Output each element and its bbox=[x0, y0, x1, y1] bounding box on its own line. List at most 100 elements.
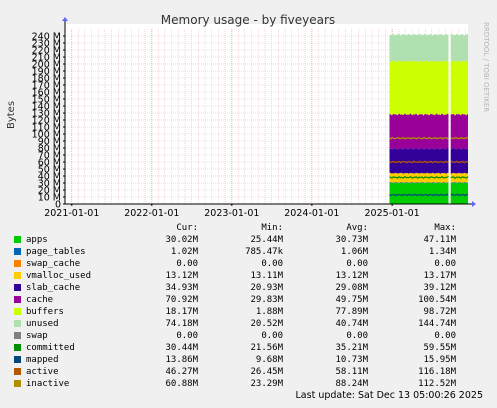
legend-name: active bbox=[26, 367, 59, 377]
legend-name: committed bbox=[26, 343, 75, 353]
line-inactive bbox=[389, 136, 449, 140]
legend-avg: 1.06M bbox=[340, 247, 368, 257]
legend-name: buffers bbox=[26, 307, 64, 317]
legend-avg: 58.11M bbox=[335, 367, 368, 377]
legend-swatch bbox=[14, 368, 21, 375]
legend-avg: 77.89M bbox=[335, 307, 368, 317]
line-active bbox=[389, 160, 449, 164]
col-cur-header: Cur: bbox=[176, 223, 198, 233]
y-tick-label: 0 bbox=[55, 200, 61, 211]
x-tick-label: 2023-01-01 bbox=[204, 208, 259, 219]
legend-name: mapped bbox=[26, 355, 59, 365]
legend-name: swap bbox=[26, 331, 48, 341]
legend-avg: 35.21M bbox=[335, 343, 368, 353]
legend-cur: 0.00 bbox=[176, 331, 198, 341]
legend-cur: 70.92M bbox=[165, 295, 198, 305]
legend-avg: 49.75M bbox=[335, 295, 368, 305]
legend-avg: 13.12M bbox=[335, 271, 368, 281]
y-tick-label: 210 M bbox=[32, 53, 61, 64]
legend-swatch bbox=[14, 260, 21, 267]
legend-row-swap: swap 0.00 0.00 0.00 0.00 bbox=[0, 330, 497, 342]
legend-min: 20.52M bbox=[250, 319, 283, 329]
legend-row-swap_cache: swap_cache 0.00 0.00 0.00 0.00 bbox=[0, 258, 497, 270]
legend-row-apps: apps 30.02M 25.44M 30.73M 47.11M bbox=[0, 234, 497, 246]
legend-cur: 60.88M bbox=[165, 379, 198, 389]
legend-swatch bbox=[14, 356, 21, 363]
legend-avg: 88.24M bbox=[335, 379, 368, 389]
area-page_tables bbox=[450, 181, 468, 184]
line-mapped bbox=[389, 193, 449, 197]
y-tick-label: 220 M bbox=[32, 46, 61, 57]
legend-swatch bbox=[14, 332, 21, 339]
line-committed bbox=[450, 176, 469, 179]
col-avg-header: Avg: bbox=[346, 223, 368, 233]
legend-min: 21.56M bbox=[250, 343, 283, 353]
legend-swatch bbox=[14, 380, 21, 387]
legend-name: vmalloc_used bbox=[26, 271, 92, 281]
legend-cur: 46.27M bbox=[165, 367, 198, 377]
legend-min: 29.83M bbox=[250, 295, 283, 305]
legend-max: 112.52M bbox=[418, 379, 456, 389]
y-tick-label: 10 M bbox=[38, 193, 61, 204]
rrdtool-credit: RRDTOOL / TOBI OETIKER bbox=[482, 22, 490, 112]
legend-min: 26.45M bbox=[250, 367, 283, 377]
legend-max: 15.95M bbox=[423, 355, 456, 365]
legend-cur: 0.00 bbox=[176, 259, 198, 269]
legend-avg: 0.00 bbox=[346, 331, 368, 341]
x-tick-label: 2021-01-01 bbox=[44, 208, 99, 219]
y-tick-label: 180 M bbox=[32, 74, 61, 85]
legend-avg: 40.74M bbox=[335, 319, 368, 329]
legend-max: 47.11M bbox=[423, 235, 456, 245]
y-tick-label: 110 M bbox=[32, 123, 61, 134]
y-tick-label: 130 M bbox=[32, 109, 61, 120]
legend-swatch bbox=[14, 248, 21, 255]
legend-row-buffers: buffers 18.17M 1.88M 77.89M 98.72M bbox=[0, 306, 497, 318]
legend-row-active: active 46.27M 26.45M 58.11M 116.18M bbox=[0, 366, 497, 378]
legend-cur: 30.44M bbox=[165, 343, 198, 353]
legend-max: 59.55M bbox=[423, 343, 456, 353]
line-inactive bbox=[450, 136, 469, 140]
y-tick-label: 100 M bbox=[32, 130, 61, 141]
y-tick-label: 50 M bbox=[38, 165, 61, 176]
legend-cur: 34.93M bbox=[165, 283, 198, 293]
legend-avg: 30.73M bbox=[335, 235, 368, 245]
y-tick-label: 20 M bbox=[38, 186, 61, 197]
legend-name: page_tables bbox=[26, 247, 86, 257]
stacked-areas bbox=[389, 33, 468, 204]
y-tick-label: 40 M bbox=[38, 172, 61, 183]
legend-min: 9.68M bbox=[255, 355, 283, 365]
y-tick-label: 30 M bbox=[38, 179, 61, 190]
y-axis-arrow bbox=[62, 17, 68, 21]
legend-swatch bbox=[14, 308, 21, 315]
line-committed bbox=[389, 175, 449, 179]
area-buffers bbox=[450, 60, 468, 116]
legend-swatch bbox=[14, 344, 21, 351]
area-unused bbox=[450, 33, 468, 63]
area-cache bbox=[389, 113, 449, 150]
legend-name: cache bbox=[26, 295, 54, 305]
legend-min: 23.29M bbox=[250, 379, 283, 389]
y-tick-label: 140 M bbox=[32, 102, 61, 113]
legend-cur: 74.18M bbox=[165, 319, 198, 329]
area-unused bbox=[389, 33, 449, 63]
x-tick-label: 2022-01-01 bbox=[124, 208, 179, 219]
legend-row-unused: unused 74.18M 20.52M 40.74M 144.74M bbox=[0, 318, 497, 330]
area-page_tables bbox=[389, 181, 449, 184]
legend-row-cache: cache 70.92M 29.83M 49.75M 100.54M bbox=[0, 294, 497, 306]
series-lines bbox=[389, 136, 469, 197]
legend-max: 0.00 bbox=[434, 259, 456, 269]
legend-max: 144.74M bbox=[418, 319, 456, 329]
area-apps bbox=[450, 182, 468, 204]
legend-max: 13.17M bbox=[423, 271, 456, 281]
area-slab_cache bbox=[450, 147, 468, 174]
chart-title: Memory usage - by fiveyears bbox=[161, 13, 335, 27]
area-apps bbox=[389, 182, 449, 204]
legend-min: 13.11M bbox=[250, 271, 283, 281]
y-tick-label: 200 M bbox=[32, 60, 61, 71]
legend-max: 0.00 bbox=[434, 331, 456, 341]
legend-row-committed: committed 30.44M 21.56M 35.21M 59.55M bbox=[0, 342, 497, 354]
legend-max: 116.18M bbox=[418, 367, 456, 377]
legend-row-page_tables: page_tables 1.02M 785.47k 1.06M 1.34M bbox=[0, 246, 497, 258]
x-tick-label: 2024-01-01 bbox=[284, 208, 339, 219]
